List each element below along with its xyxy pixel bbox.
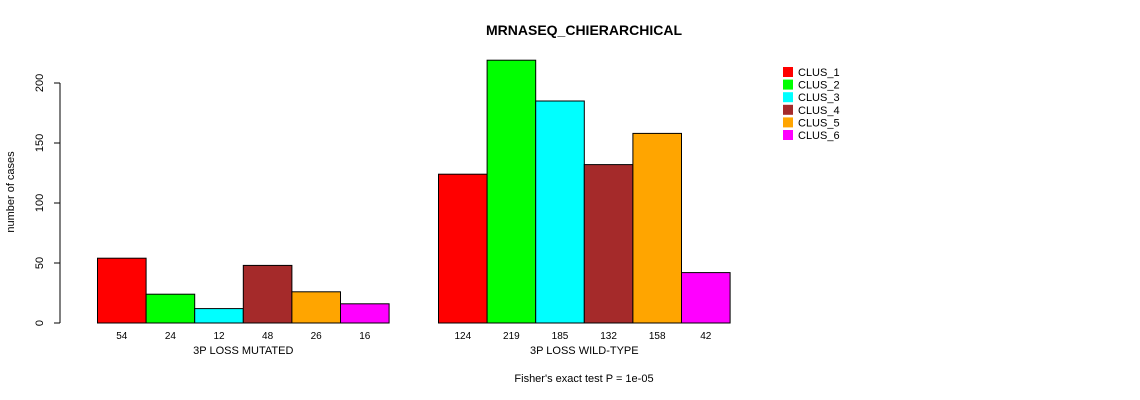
- fisher-test-annotation: Fisher's exact test P = 1e-05: [514, 373, 653, 385]
- legend-label: CLUS_2: [798, 80, 840, 92]
- legend-label: CLUS_3: [798, 92, 840, 104]
- bar-clus-2-group-2: [486, 59, 537, 324]
- bar-value-label: 12: [213, 331, 225, 342]
- legend-swatch: [783, 67, 793, 77]
- y-axis-label: number of cases: [5, 151, 17, 233]
- chart-title: MRNASEQ_CHIERARCHICAL: [486, 22, 682, 38]
- bar-value-labels: 54 24 12 48 26 16 124 219 185 132 158 42: [116, 331, 712, 342]
- bar-clus-6-group-1: [340, 303, 390, 324]
- bar-clus-3-group-2: [535, 100, 585, 324]
- y-tick-label: 150: [34, 134, 46, 152]
- legend-label: CLUS_1: [798, 67, 840, 79]
- legend-swatch: [783, 104, 793, 115]
- bar-clus-1-group-1: [97, 257, 147, 324]
- group-label: 3P LOSS MUTATED: [193, 345, 293, 357]
- group-label: 3P LOSS WILD-TYPE: [530, 345, 639, 357]
- bar-clus-2-group-1: [145, 293, 196, 324]
- bar-value-label: 185: [552, 331, 569, 342]
- bar-clus-1-group-2: [438, 173, 488, 324]
- bar-clus-5-group-2: [632, 132, 683, 324]
- bar-clus-5-group-1: [291, 291, 341, 324]
- bars: [97, 59, 731, 324]
- bar-clus-6-group-2: [681, 272, 731, 324]
- bar-value-label: 219: [503, 331, 520, 342]
- bar-value-label: 48: [262, 331, 274, 342]
- bar-value-label: 42: [700, 331, 712, 342]
- bar-value-label: 26: [311, 331, 323, 342]
- legend-swatch: [783, 117, 793, 128]
- y-axis: 0 50 100 150 200: [34, 74, 61, 326]
- bar-value-label: 24: [165, 331, 177, 342]
- legend-swatch: [783, 92, 793, 103]
- bar-value-label: 158: [649, 331, 666, 342]
- y-tick-label: 100: [34, 194, 46, 212]
- legend-label: CLUS_4: [798, 105, 840, 117]
- legend-label: CLUS_5: [798, 117, 840, 129]
- bar-value-label: 132: [600, 331, 617, 342]
- legend-label: CLUS_6: [798, 130, 840, 142]
- legend-swatch: [783, 79, 793, 90]
- bar-clus-4-group-1: [242, 264, 293, 324]
- legend-swatch: [783, 130, 793, 140]
- y-tick-label: 50: [34, 257, 46, 269]
- bar-value-label: 16: [359, 331, 371, 342]
- bar-value-label: 54: [116, 331, 128, 342]
- bar-clus-3-group-1: [194, 308, 244, 324]
- y-tick-label: 200: [34, 74, 46, 92]
- y-tick-label: 0: [34, 320, 46, 326]
- bar-value-label: 124: [454, 331, 471, 342]
- group-labels: 3P LOSS MUTATED 3P LOSS WILD-TYPE: [193, 345, 638, 357]
- bar-clus-4-group-2: [583, 164, 634, 324]
